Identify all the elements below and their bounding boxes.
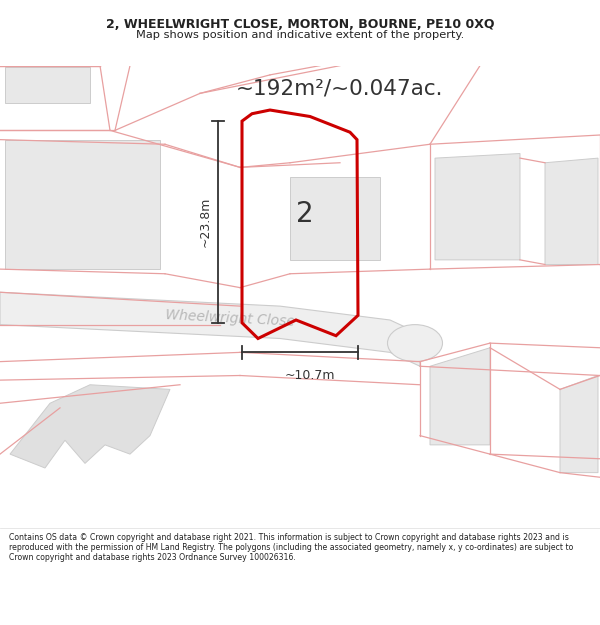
- Text: Map shows position and indicative extent of the property.: Map shows position and indicative extent…: [136, 30, 464, 40]
- Polygon shape: [430, 348, 490, 445]
- Polygon shape: [435, 154, 520, 260]
- Text: Contains OS data © Crown copyright and database right 2021. This information is : Contains OS data © Crown copyright and d…: [9, 532, 573, 562]
- Text: 2, WHEELWRIGHT CLOSE, MORTON, BOURNE, PE10 0XQ: 2, WHEELWRIGHT CLOSE, MORTON, BOURNE, PE…: [106, 18, 494, 31]
- Polygon shape: [5, 68, 90, 102]
- Polygon shape: [5, 139, 160, 269]
- Text: ~23.8m: ~23.8m: [199, 197, 212, 247]
- Text: ~10.7m: ~10.7m: [285, 369, 335, 382]
- Ellipse shape: [388, 324, 443, 362]
- Polygon shape: [10, 385, 170, 468]
- Text: 2: 2: [296, 199, 314, 228]
- Polygon shape: [545, 158, 598, 264]
- Polygon shape: [560, 376, 598, 472]
- Text: Wheelwright Close: Wheelwright Close: [165, 308, 295, 329]
- Polygon shape: [0, 292, 420, 366]
- Polygon shape: [290, 177, 380, 260]
- Text: ~192m²/~0.047ac.: ~192m²/~0.047ac.: [236, 79, 444, 99]
